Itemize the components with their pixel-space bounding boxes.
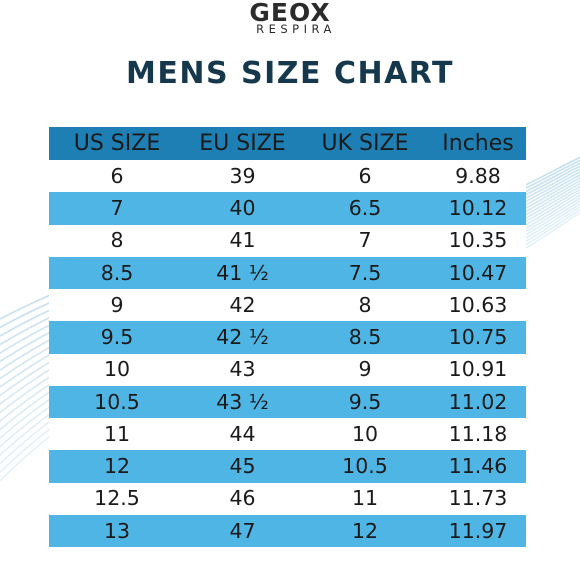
table-row: 12.5 46 11 11.73 [49, 482, 526, 515]
table-row: 8.5 41 ½ 7.5 10.47 [49, 256, 526, 289]
cell-uk-size: 6 [358, 163, 372, 188]
cell-inches: 11.73 [448, 486, 508, 511]
column-header-inches: Inches [442, 130, 514, 156]
cell-us-size: 9 [110, 292, 124, 317]
table-row: 9 42 8 10.63 [49, 289, 526, 322]
cell-us-size: 12.5 [94, 486, 140, 511]
cell-eu-size: 41 ½ [216, 260, 269, 285]
cell-inches: 11.18 [448, 421, 508, 446]
cell-eu-size: 42 [229, 292, 256, 317]
cell-us-size: 10 [103, 357, 131, 382]
table-body: 6 39 6 9.88 7 40 6.5 10.12 8 41 7 10.35 8.5 41 ½ 7.5 10… [49, 160, 526, 547]
cell-uk-size: 12 [351, 518, 379, 543]
table-header-row: US SIZE EU SIZE UK SIZE Inches [49, 127, 526, 160]
cell-uk-size: 9.5 [348, 389, 382, 414]
cell-uk-size: 8 [358, 292, 372, 317]
table-row: 13 47 12 11.97 [49, 514, 526, 547]
cell-uk-size: 10.5 [342, 454, 388, 479]
cell-uk-size: 11 [351, 486, 379, 511]
brand-logo: GEOX [249, 0, 331, 27]
cell-eu-size: 43 ½ [216, 389, 269, 414]
cell-eu-size: 40 [229, 196, 256, 221]
brand-subtitle: RESPIRA [256, 22, 336, 36]
cell-uk-size: 10 [351, 421, 379, 446]
cell-eu-size: 44 [229, 421, 256, 446]
cell-us-size: 7 [110, 196, 124, 221]
cell-us-size: 8.5 [100, 260, 134, 285]
cell-eu-size: 42 ½ [216, 325, 269, 350]
cell-us-size: 12 [103, 454, 131, 479]
page-title: MENS SIZE CHART [125, 56, 455, 91]
table-row: 6 39 6 9.88 [49, 160, 526, 193]
size-chart-table: US SIZE EU SIZE UK SIZE Inches 6 39 6 9.88 7… [49, 127, 526, 547]
cell-inches: 10.35 [448, 228, 508, 253]
cell-uk-size: 6.5 [348, 196, 382, 221]
cell-uk-size: 7.5 [348, 260, 382, 285]
cell-inches: 10.75 [448, 325, 508, 350]
cell-inches: 11.97 [448, 518, 508, 543]
cell-us-size: 13 [103, 518, 131, 543]
cell-inches: 10.91 [448, 357, 508, 382]
cell-uk-size: 8.5 [348, 325, 382, 350]
cell-eu-size: 47 [229, 518, 256, 543]
cell-inches: 9.88 [455, 163, 501, 188]
cell-us-size: 11 [103, 421, 131, 446]
cell-uk-size: 7 [358, 228, 372, 253]
table-row: 11 44 10 11.18 [49, 418, 526, 451]
table-row: 10 43 9 10.91 [49, 353, 526, 386]
cell-eu-size: 39 [229, 163, 256, 188]
cell-us-size: 8 [110, 228, 124, 253]
column-header-eu-size: EU SIZE [199, 130, 286, 156]
column-header-uk-size: UK SIZE [321, 130, 409, 156]
cell-inches: 10.63 [448, 292, 508, 317]
table-row: 8 41 7 10.35 [49, 224, 526, 257]
cell-inches: 10.12 [448, 196, 508, 221]
cell-eu-size: 43 [229, 357, 256, 382]
cell-inches: 11.02 [448, 389, 508, 414]
column-header-us-size: US SIZE [73, 130, 161, 156]
table-row: 7 40 6.5 10.12 [49, 192, 526, 225]
cell-us-size: 6 [110, 163, 124, 188]
table-row: 10.5 43 ½ 9.5 11.02 [49, 385, 526, 418]
cell-eu-size: 45 [229, 454, 256, 479]
cell-us-size: 10.5 [94, 389, 140, 414]
cell-uk-size: 9 [358, 357, 372, 382]
cell-inches: 11.46 [448, 454, 508, 479]
cell-eu-size: 46 [229, 486, 256, 511]
table-row: 12 45 10.5 11.46 [49, 450, 526, 483]
cell-eu-size: 41 [229, 228, 256, 253]
cell-inches: 10.47 [448, 260, 508, 285]
table-row: 9.5 42 ½ 8.5 10.75 [49, 321, 526, 354]
cell-us-size: 9.5 [100, 325, 134, 350]
